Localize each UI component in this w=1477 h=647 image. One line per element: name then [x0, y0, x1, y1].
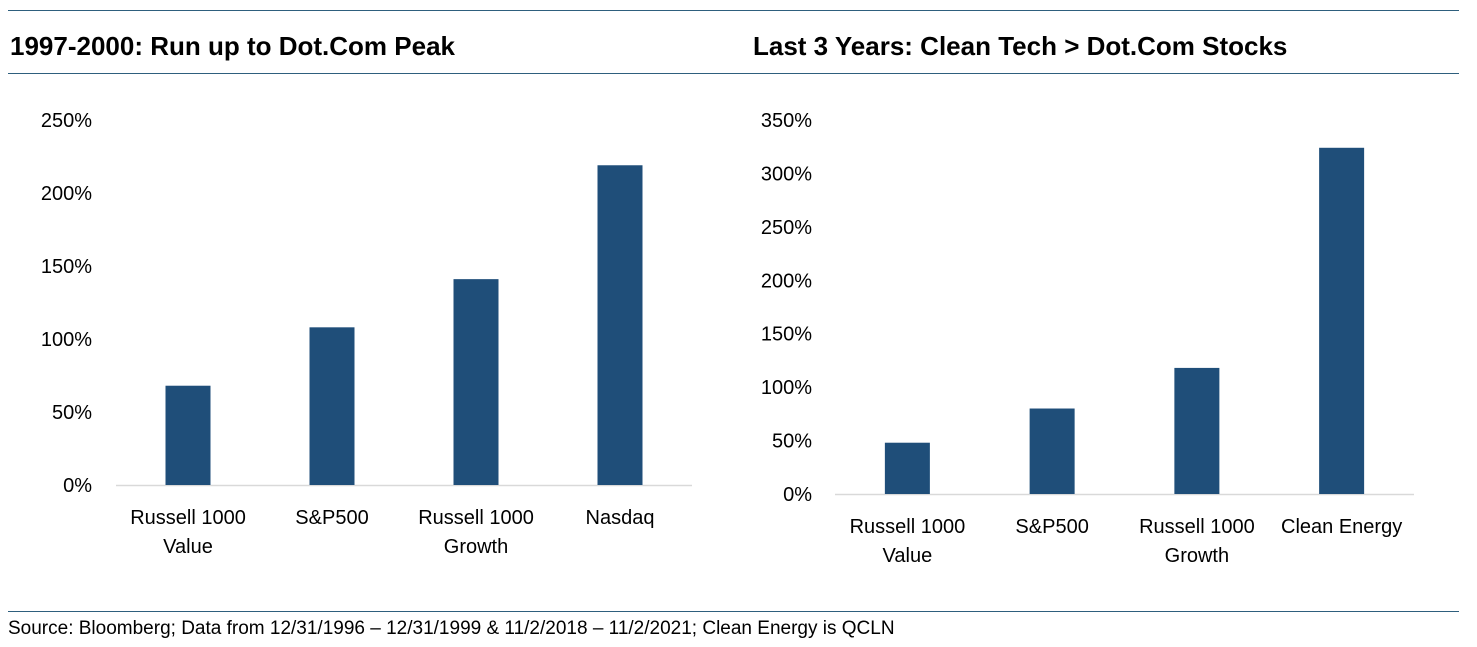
left-y-tick-label: 50%: [52, 402, 92, 424]
right-bar: [884, 442, 930, 494]
left-y-tick-label: 0%: [63, 475, 92, 497]
right-bar-chart: 0% 50% 100% 150% 200% 250% 300% 350% Russell 100…: [761, 110, 1414, 567]
left-category-label: S&P500: [295, 507, 368, 529]
right-bar: [1319, 147, 1365, 495]
title-underline-rule: [8, 73, 1459, 74]
right-category-label: Value: [883, 545, 933, 567]
left-category-label: Russell 1000: [418, 507, 534, 529]
right-category-label: Russell 1000: [850, 516, 966, 538]
left-bar: [453, 279, 499, 485]
right-category-label: S&P500: [1015, 516, 1088, 538]
left-chart-title: 1997-2000: Run up to Dot.Com Peak: [10, 31, 455, 61]
right-y-tick-label: 350%: [761, 110, 812, 132]
right-category-label: Clean Energy: [1281, 516, 1402, 538]
left-category-label: Russell 1000: [130, 507, 246, 529]
right-y-tick-label: 150%: [761, 324, 812, 346]
right-category-label: Growth: [1165, 545, 1229, 567]
right-y-tick-label: 50%: [772, 431, 812, 453]
source-note: Source: Bloomberg; Data from 12/31/1996 …: [8, 618, 895, 639]
top-rule: [8, 10, 1459, 11]
left-category-label: Value: [163, 536, 213, 558]
footer-rule: [8, 611, 1459, 612]
right-y-tick-label: 200%: [761, 270, 812, 292]
left-category-label: Growth: [444, 536, 508, 558]
right-y-tick-label: 0%: [783, 484, 812, 506]
right-chart-title: Last 3 Years: Clean Tech > Dot.Com Stock…: [753, 31, 1288, 61]
left-y-tick-label: 100%: [41, 329, 92, 351]
right-category-label: Russell 1000: [1139, 516, 1255, 538]
left-y-tick-label: 200%: [41, 183, 92, 205]
right-y-tick-label: 300%: [761, 163, 812, 185]
left-category-label: Nasdaq: [586, 507, 655, 529]
right-y-tick-label: 250%: [761, 217, 812, 239]
left-bar: [309, 327, 355, 485]
right-bar: [1029, 408, 1075, 494]
right-y-tick-label: 100%: [761, 377, 812, 399]
left-bar-chart: 0% 50% 100% 150% 200% 250% Russell 1000 Value S&…: [41, 110, 692, 558]
right-bar: [1174, 367, 1220, 494]
left-y-tick-label: 150%: [41, 256, 92, 278]
left-bar: [597, 165, 643, 485]
left-bar: [165, 385, 211, 485]
left-y-tick-label: 250%: [41, 110, 92, 132]
